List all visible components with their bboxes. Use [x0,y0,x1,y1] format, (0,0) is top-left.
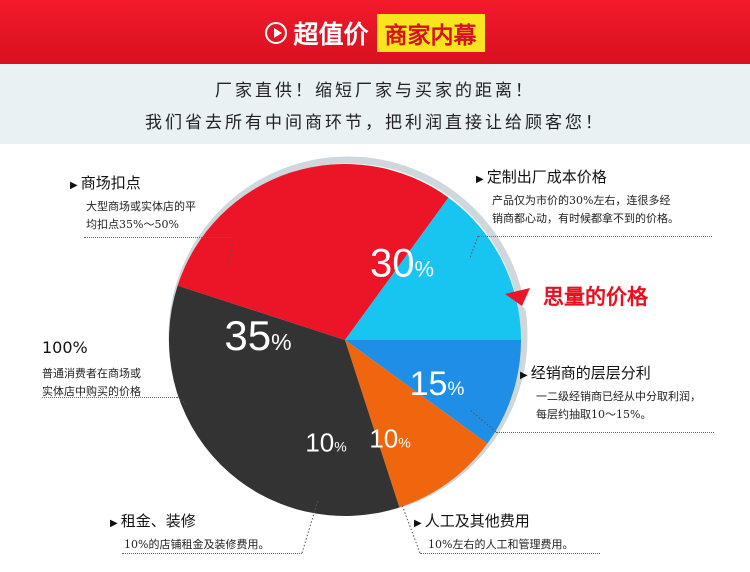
leader-line-retail [42,397,177,398]
annotation-rent: ▶ 租金、装修 10%的店铺租金及装修费用。 [110,510,269,554]
annotation-dealer-text-2: 每层约抽取10～15%。 [536,408,652,421]
annotation-factory-text-1: 产品仅为市价的30%左右，连很多经 [492,194,671,207]
arrow-right-icon: ▶ [70,180,78,191]
leader-line-mall [84,237,234,238]
slogan-line-2: 我们省去所有中间商环节，把利润直接让给顾客您！ [145,113,605,133]
annotation-rent-text-1: 10%的店铺租金及装修费用。 [124,538,270,551]
leader-line [301,499,319,554]
page-title: 超值价 [293,20,369,49]
pie-slice [345,197,521,340]
arrow-right-icon: ▶ [476,174,484,185]
leader-line [469,409,497,433]
callout-pointer [505,288,530,306]
leader-line-dealer [496,432,714,433]
pie-slice [345,340,488,508]
callout-shape [516,270,685,318]
pie-slice [168,285,400,517]
annotation-mall-text-1: 大型商场或实体店的平 [86,200,196,213]
pie-slice [345,340,521,444]
annotation-labor-text-1: 10%左右的人工和管理费用。 [428,538,574,551]
annotation-labor-title: 人工及其他费用 [424,512,530,530]
pie-slice-label: 10% [369,423,410,453]
slogan-line-1: 厂家直供！缩短厂家与买家的距离！ [215,81,535,101]
leader-line-labor [420,553,600,554]
pie-slice-label: 35% [224,312,291,359]
arrow-right-icon: ▶ [414,518,422,529]
arrow-right-icon: ▶ [110,518,118,529]
slogan-bar: 厂家直供！缩短厂家与买家的距离！ 我们省去所有中间商环节，把利润直接让给顾客您！ [0,64,750,144]
pie-slice-label: 10% [305,427,346,457]
annotation-factory-title: 定制出厂成本价格 [486,168,607,186]
play-circle-icon [265,22,288,44]
leader-line [401,504,421,554]
leader-line [469,235,479,259]
annotation-labor: ▶ 人工及其他费用 10%左右的人工和管理费用。 [414,510,573,554]
pie-slice [177,163,449,340]
leader-line-rent [122,553,302,554]
annotation-factory: ▶ 定制出厂成本价格 产品仅为市价的30%左右，连很多经 销商都心动，有时候都拿不… [476,166,679,228]
arrow-right-icon: ▶ [520,370,528,381]
pie-slice-label: 15% [410,365,465,403]
annotation-dealer-title: 经销商的层层分利 [530,364,651,382]
annotation-mall-text-2: 均扣点35%～50% [86,218,179,231]
annotation-dealer: ▶ 经销商的层层分利 一二级经销商已经从中分取利润， 每层约抽取10～15%。 [520,362,701,424]
annotation-retail: 100% 普通消费者在商场或 实体店中购买的价格 [42,338,141,401]
callout-label: 思量的价格 [543,285,648,309]
annotation-factory-text-2: 销商都心动，有时候都拿不到的价格。 [492,212,679,225]
pie-slice-label: 30% [370,241,434,285]
annotation-mall-title: 商场扣点 [80,174,141,192]
annotation-rent-title: 租金、装修 [120,512,196,530]
annotation-retail-text-1: 普通消费者在商场或 [42,367,141,380]
page-title-highlight: 商家内幕 [376,14,485,52]
header-banner: 超值价 商家内幕 [0,0,750,64]
annotation-retail-title: 100% [42,338,88,357]
annotation-mall: ▶ 商场扣点 大型商场或实体店的平 均扣点35%～50% [70,172,196,234]
annotation-dealer-text-1: 一二级经销商已经从中分取利润， [536,390,701,403]
annotation-retail-text-2: 实体店中购买的价格 [42,385,141,398]
leader-line-factory [478,236,712,237]
